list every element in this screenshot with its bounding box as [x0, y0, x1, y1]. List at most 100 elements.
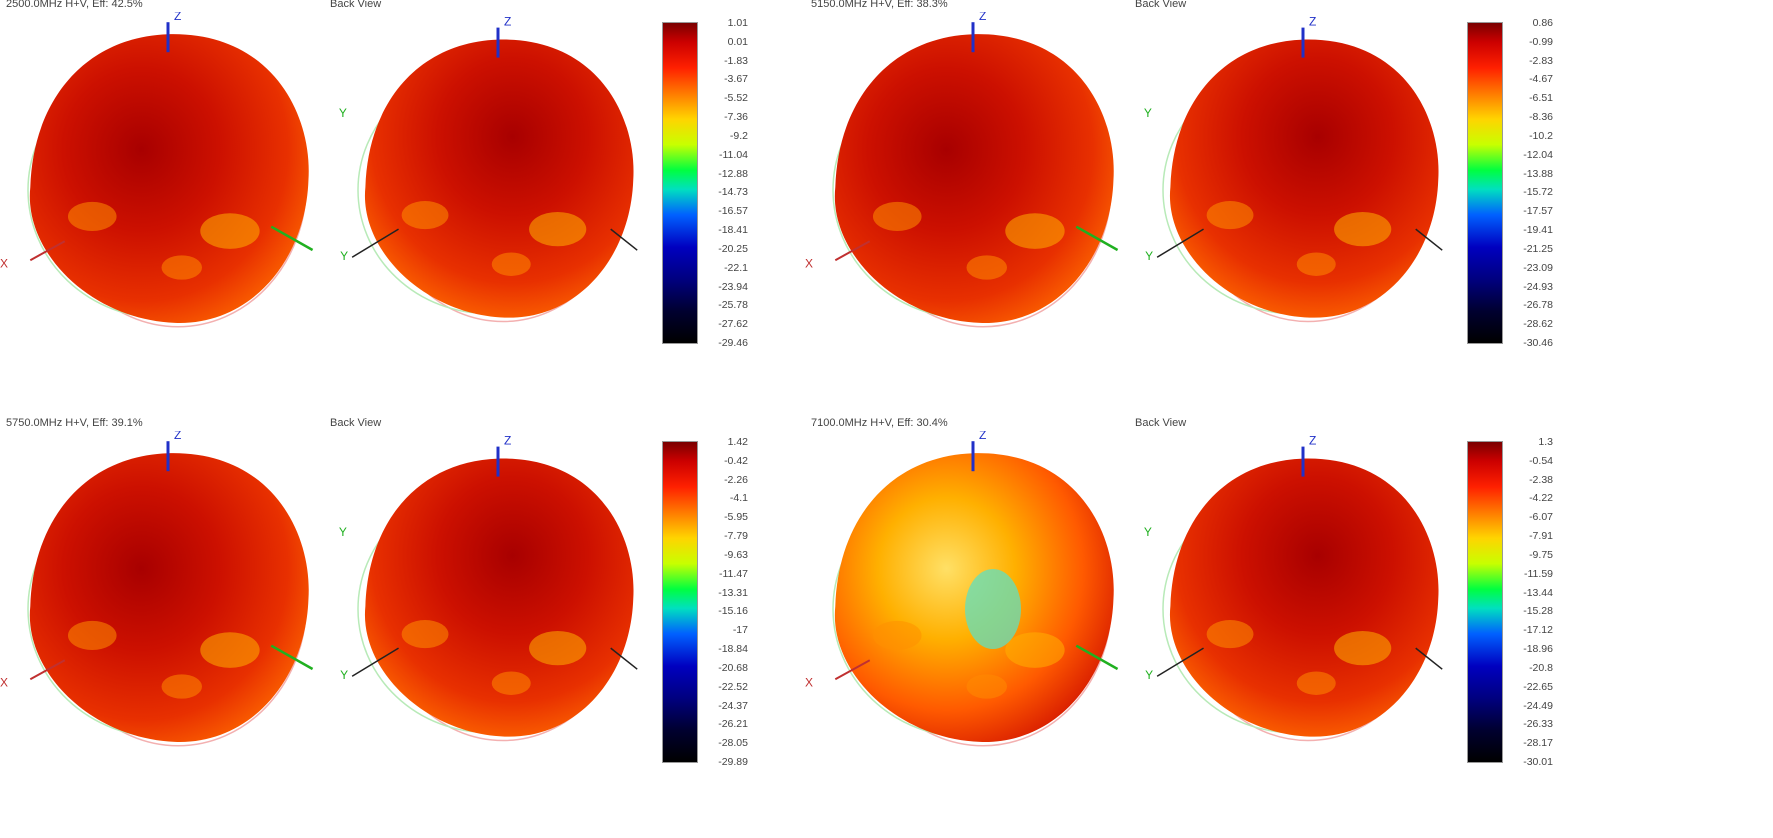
gain-highlight [200, 213, 260, 249]
y-axis-label: Y [1145, 249, 1153, 263]
color-scale-tick-label: -15.16 [718, 605, 748, 618]
front-view-pattern: Z X Y [0, 12, 348, 328]
color-scale-tick-label: -22.65 [1523, 680, 1553, 693]
y-axis-label: Y [340, 668, 348, 682]
axis-line-back-left [351, 647, 399, 677]
back-view-label: Back View [330, 0, 382, 10]
gain-highlight [966, 255, 1008, 280]
color-scale-tick-label: -17.57 [1523, 205, 1553, 218]
color-scale-tick-label: -28.62 [1523, 318, 1553, 331]
pattern-surface [29, 453, 309, 742]
color-scale-ticks: 0.86 -0.99 -2.83 -4.67 -6.51 -8.36 -10.2 -12.04… [1507, 17, 1553, 358]
color-scale-tick-label: -0.99 [1529, 35, 1553, 48]
color-scale-tick-label: -22.52 [718, 680, 748, 693]
gain-highlight [491, 252, 531, 276]
color-scale-tick-label: -17.12 [1523, 624, 1553, 637]
color-scale-bar [662, 441, 698, 763]
color-scale-tick-label: -20.25 [718, 242, 748, 255]
front-view-pattern: Z X Y [805, 431, 1153, 747]
axis-line-back-left [351, 228, 399, 258]
radiation-pattern-panel: 2500.0MHz H+V, Eff: 42.5% Back View Z X Y Z Y X… [0, 0, 886, 419]
back-view-pattern: ZYX [339, 434, 638, 742]
pattern-views: ZXYZYX [0, 431, 638, 747]
back-view-pattern: ZYX [1144, 434, 1443, 742]
gain-highlight [872, 201, 922, 232]
axis-line-back-right [610, 228, 638, 251]
color-scale-ticks: 1.42 -0.42 -2.26 -4.1 -5.95 -7.79 -9.63 -11.47 -… [702, 436, 748, 777]
color-scale-tick-label: 1.3 [1538, 436, 1553, 448]
color-scale-tick-label: -9.2 [729, 129, 748, 142]
back-view-label: Back View [1135, 0, 1187, 10]
color-scale-tick-label: -10.2 [1529, 129, 1553, 142]
panel-title: 5150.0MHz H+V, Eff: 38.3% [811, 0, 948, 10]
color-scale-tick-label: -7.36 [724, 111, 748, 124]
back-view-label: Back View [1135, 417, 1187, 429]
y-axis-line [1075, 225, 1119, 252]
back-view-pattern: ZYX [339, 15, 638, 323]
panel-title: 5750.0MHz H+V, Eff: 39.1% [6, 417, 143, 429]
color-scale-tick-label: -11.47 [719, 567, 748, 580]
color-scale-tick-label: -0.54 [1529, 454, 1553, 467]
gain-highlight [529, 630, 587, 666]
color-scale-tick-label: -15.28 [1523, 605, 1553, 618]
pattern-surface [1169, 458, 1439, 737]
pattern-surface [29, 34, 309, 323]
z-axis-label: Z [504, 434, 511, 448]
color-scale-tick-label: -24.49 [1523, 699, 1553, 712]
color-scale-tick-label: -11.59 [1524, 567, 1553, 580]
color-scale-tick-label: -18.96 [1523, 643, 1553, 656]
x-axis-label: X [805, 256, 813, 270]
z-axis-label: Z [1309, 434, 1316, 448]
color-scale-tick-label: -16.57 [718, 205, 748, 218]
y-axis-label: Y [1144, 525, 1152, 539]
color-scale-tick-label: -26.33 [1523, 718, 1553, 731]
x-axis-line [834, 240, 871, 262]
y-axis-line [270, 644, 314, 671]
gain-highlight [1296, 252, 1336, 276]
color-scale-tick-label: -5.95 [724, 511, 748, 524]
gain-highlight [529, 211, 587, 247]
color-scale-tick-label: -21.25 [1523, 242, 1553, 255]
color-scale-tick-label: -14.73 [718, 186, 748, 199]
x-axis-line [29, 659, 66, 681]
color-scale-tick-label: 1.01 [727, 17, 748, 29]
color-scale-tick-label: -13.31 [718, 586, 748, 599]
color-scale-tick-label: -17 [732, 624, 748, 637]
y-axis-line [270, 225, 314, 252]
axis-line-back-right [1415, 647, 1443, 670]
gain-highlight [1296, 671, 1336, 695]
pattern-views: ZXYZYX [805, 12, 1443, 328]
z-axis-label: Z [504, 15, 511, 29]
pattern-surface [364, 39, 634, 318]
x-axis-label: X [0, 256, 8, 270]
color-scale-tick-label: -18.41 [718, 224, 748, 237]
color-scale-ticks: 1.3 -0.54 -2.38 -4.22 -6.07 -7.91 -9.75 -11.59 -… [1507, 436, 1553, 777]
color-scale-tick-label: -23.09 [1523, 261, 1553, 274]
x-axis-label: X [0, 675, 8, 689]
gain-highlight [200, 632, 260, 668]
z-axis-label: Z [979, 12, 986, 23]
color-scale-tick-label: -26.21 [718, 718, 748, 731]
y-axis-label: Y [1145, 668, 1153, 682]
axis-line-back-left [1156, 647, 1204, 677]
gain-highlight [1206, 620, 1254, 649]
z-axis-label: Z [1309, 15, 1316, 29]
color-scale-tick-label: -9.75 [1529, 548, 1553, 561]
color-scale-tick-label: -12.04 [1523, 148, 1553, 161]
color-scale-tick-label: -20.8 [1529, 661, 1553, 674]
y-axis-label: Y [340, 249, 348, 263]
x-axis-line [29, 240, 66, 262]
color-scale-tick-label: -5.52 [724, 92, 748, 105]
y-axis-label: Y [1144, 106, 1152, 120]
color-scale-tick-label: -23.94 [718, 280, 748, 293]
color-scale-tick-label: -13.44 [1523, 586, 1553, 599]
color-scale-tick-label: -26.78 [1523, 299, 1553, 312]
color-scale-bar [662, 22, 698, 344]
color-scale-tick-label: -2.83 [1529, 54, 1553, 67]
gain-highlight [401, 201, 449, 230]
color-scale-tick-label: -24.37 [718, 699, 748, 712]
color-scale-tick-label: -18.84 [718, 643, 748, 656]
gain-highlight [1005, 213, 1065, 249]
axis-line-back-left [1156, 228, 1204, 258]
color-scale-tick-label: -7.91 [1529, 530, 1553, 543]
